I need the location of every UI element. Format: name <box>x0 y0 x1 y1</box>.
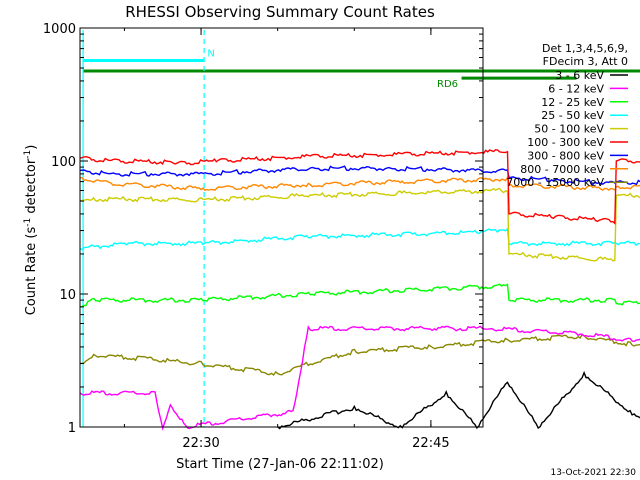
legend-label: 300 - 800 keV <box>527 149 604 162</box>
y-tick-label: 100 <box>51 155 76 170</box>
y-tick-label: 10 <box>59 288 76 303</box>
series-line <box>79 227 640 251</box>
y-axis-label: Count Rate (s-1 detector-1) <box>23 145 39 316</box>
legend-header: FDecim 3, Att 0 <box>543 55 628 68</box>
y-axis: 1 10 100 1000 <box>43 22 483 436</box>
y-axis-label-end: ) <box>24 145 39 150</box>
series-line <box>277 370 640 430</box>
legend-header: Det 1,3,4,5,6,9, <box>542 42 628 55</box>
legend-label: 50 - 100 keV <box>534 123 604 136</box>
x-tick-label: 22:45 <box>412 436 449 451</box>
series-line <box>79 175 640 191</box>
footer-date: 13-Oct-2021 22:30 <box>551 468 637 478</box>
legend-label: 7000 - 15000 keV <box>506 176 604 189</box>
series-line <box>79 283 640 308</box>
series-layer <box>79 148 640 431</box>
y-tick-label: 1 <box>68 421 76 436</box>
legend-label: 100 - 300 keV <box>527 136 604 149</box>
legend-label: 800 - 7000 keV <box>520 163 604 176</box>
y-axis-label-sup1: -1 <box>23 218 33 227</box>
chart-title: RHESSI Observing Summary Count Rates <box>125 3 435 21</box>
series-line <box>79 333 640 377</box>
series-line <box>79 325 640 431</box>
flag-label: RD6 <box>437 79 458 90</box>
y-axis-label-sup2: -1 <box>23 150 33 159</box>
x-tick-label: 22:30 <box>182 436 219 451</box>
y-axis-label-mid: detector <box>24 158 39 218</box>
series-line <box>79 165 640 186</box>
series-line <box>79 187 640 262</box>
flags-layer: NSRD0RD6 <box>83 48 640 90</box>
y-axis-label-main: Count Rate (s <box>24 227 39 316</box>
legend-label: 3 - 6 keV <box>555 69 604 82</box>
flag-label: N <box>207 48 214 59</box>
legend-label: 6 - 12 keV <box>548 82 604 95</box>
y-tick-label: 1000 <box>43 22 76 37</box>
series-line <box>79 148 640 225</box>
x-axis-label: Start Time (27-Jan-06 22:11:02) <box>176 457 384 472</box>
legend-label: 12 - 25 keV <box>541 96 604 109</box>
legend: Det 1,3,4,5,6,9,FDecim 3, Att 03 - 6 keV… <box>506 42 628 189</box>
plot-frame <box>79 27 484 428</box>
vlines-layer <box>82 30 205 427</box>
legend-label: 25 - 50 keV <box>541 109 604 122</box>
